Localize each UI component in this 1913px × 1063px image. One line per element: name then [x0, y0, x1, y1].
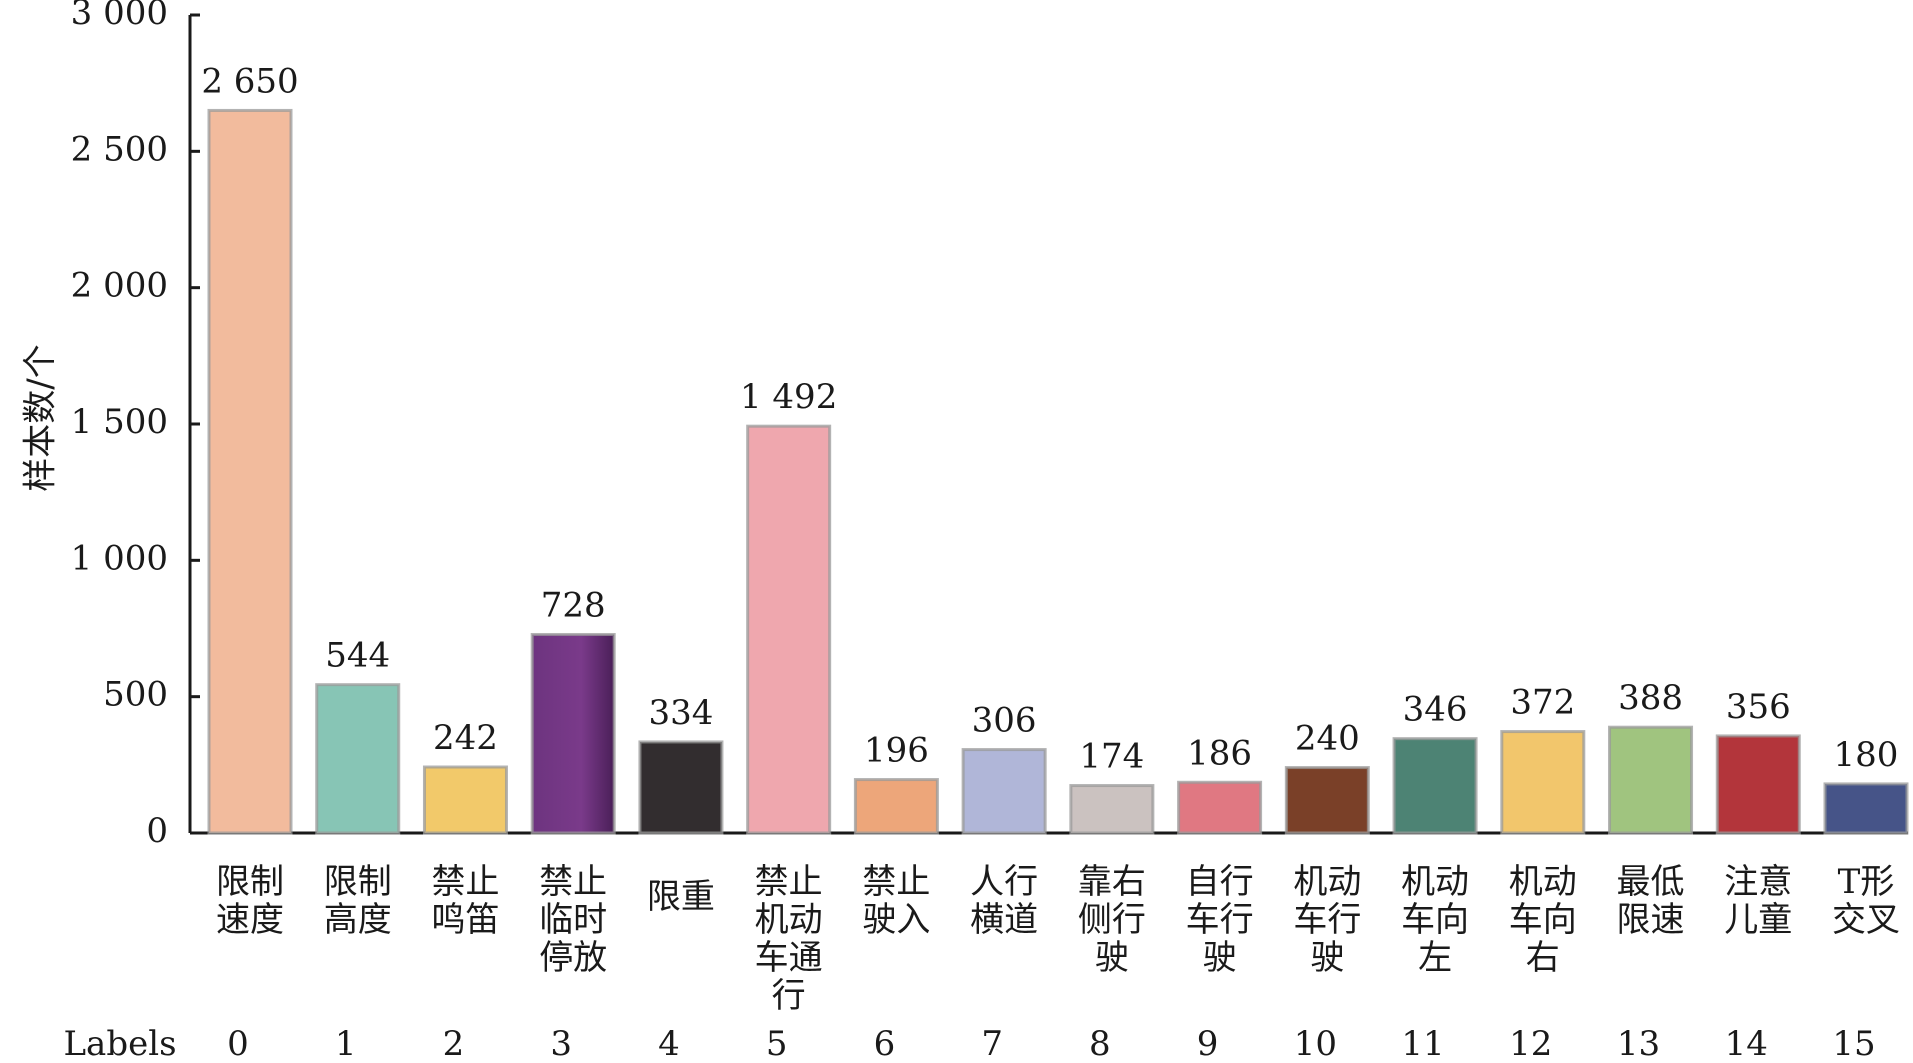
category-label: 禁止鸣笛 — [431, 862, 499, 940]
category-label: T形交叉 — [1832, 862, 1900, 940]
category-label: 注意儿童 — [1724, 862, 1792, 940]
index-label: 12 — [1509, 1024, 1552, 1063]
value-label: 544 — [325, 636, 390, 676]
category-label: 机动车向左 — [1401, 862, 1469, 978]
value-label: 2 650 — [201, 61, 298, 101]
value-label: 242 — [433, 718, 498, 758]
index-label: 13 — [1617, 1024, 1660, 1063]
index-label: 8 — [1089, 1024, 1111, 1063]
category-label: 禁止临时停放 — [539, 862, 607, 978]
value-label: 196 — [864, 731, 929, 771]
y-axis-label: 样本数/个 — [21, 344, 61, 491]
category-label: 人行横道 — [970, 862, 1038, 940]
bar — [1715, 734, 1801, 835]
value-label: 728 — [541, 585, 606, 625]
category-label: 机动车行驶 — [1293, 862, 1361, 978]
index-label: 7 — [981, 1024, 1003, 1063]
bar — [530, 632, 616, 835]
value-label: 356 — [1726, 687, 1791, 727]
bar — [1823, 782, 1909, 835]
value-label: 372 — [1510, 683, 1575, 723]
bars — [207, 108, 1909, 835]
y-tick-label: 3 000 — [71, 0, 168, 33]
bar — [746, 424, 832, 835]
bar — [1392, 737, 1478, 835]
index-labels: 0 1 2 3 4 5 6 7 8 9 10 11 12 13 14 15 — [227, 1024, 1875, 1063]
value-label: 174 — [1079, 737, 1144, 777]
index-label: 6 — [874, 1024, 896, 1063]
bar — [1177, 780, 1263, 835]
index-label: 2 — [443, 1024, 465, 1063]
index-label: 10 — [1294, 1024, 1337, 1063]
bar — [638, 740, 724, 835]
y-axis-ticks: 0 500 1 000 1 500 2 000 2 500 3 000 — [71, 0, 200, 851]
category-label: 自行车行驶 — [1186, 862, 1254, 978]
category-label: 限制速度 — [216, 862, 284, 940]
value-label: 388 — [1618, 678, 1683, 718]
category-label: 限重 — [647, 877, 715, 917]
category-label: 限制高度 — [324, 862, 392, 940]
bar — [1500, 730, 1586, 835]
value-label: 334 — [648, 693, 713, 733]
index-label: 1 — [335, 1024, 357, 1063]
value-label: 180 — [1834, 735, 1899, 775]
bar — [422, 765, 508, 835]
index-label: 4 — [658, 1024, 680, 1063]
bar — [1284, 766, 1370, 835]
category-label: 机动车向右 — [1509, 862, 1577, 978]
value-label: 186 — [1187, 733, 1252, 773]
bar — [961, 748, 1047, 835]
index-label: 0 — [227, 1024, 249, 1063]
value-label: 306 — [972, 701, 1037, 741]
index-label: 11 — [1401, 1024, 1444, 1063]
bar — [1069, 784, 1155, 835]
category-label: 禁止驶入 — [862, 862, 930, 940]
index-label: 5 — [766, 1024, 788, 1063]
category-label: 禁止机动车通行 — [755, 862, 823, 1016]
bar — [207, 108, 293, 835]
y-tick-label: 0 — [146, 811, 168, 851]
index-label: 15 — [1832, 1024, 1875, 1063]
index-label: 9 — [1197, 1024, 1219, 1063]
category-label: 靠右侧行驶 — [1078, 862, 1146, 978]
value-label: 1 492 — [740, 377, 837, 417]
y-tick-label: 2 000 — [71, 266, 168, 306]
value-label: 240 — [1295, 719, 1360, 759]
value-labels: 2 650 544 242 728 334 1 492 196 306 174 186 240 346… — [201, 61, 1898, 776]
index-label: 14 — [1725, 1024, 1768, 1063]
y-tick-label: 1 000 — [71, 538, 168, 578]
y-tick-label: 2 500 — [71, 129, 168, 169]
bar — [853, 778, 939, 835]
y-tick-label: 500 — [103, 675, 168, 715]
value-label: 346 — [1403, 690, 1468, 730]
labels-prefix: Labels — [63, 1024, 176, 1063]
category-label: 最低限速 — [1617, 862, 1685, 940]
bar — [1608, 725, 1694, 835]
bar — [315, 683, 401, 835]
index-label: 3 — [550, 1024, 572, 1063]
y-tick-label: 1 500 — [71, 402, 168, 442]
